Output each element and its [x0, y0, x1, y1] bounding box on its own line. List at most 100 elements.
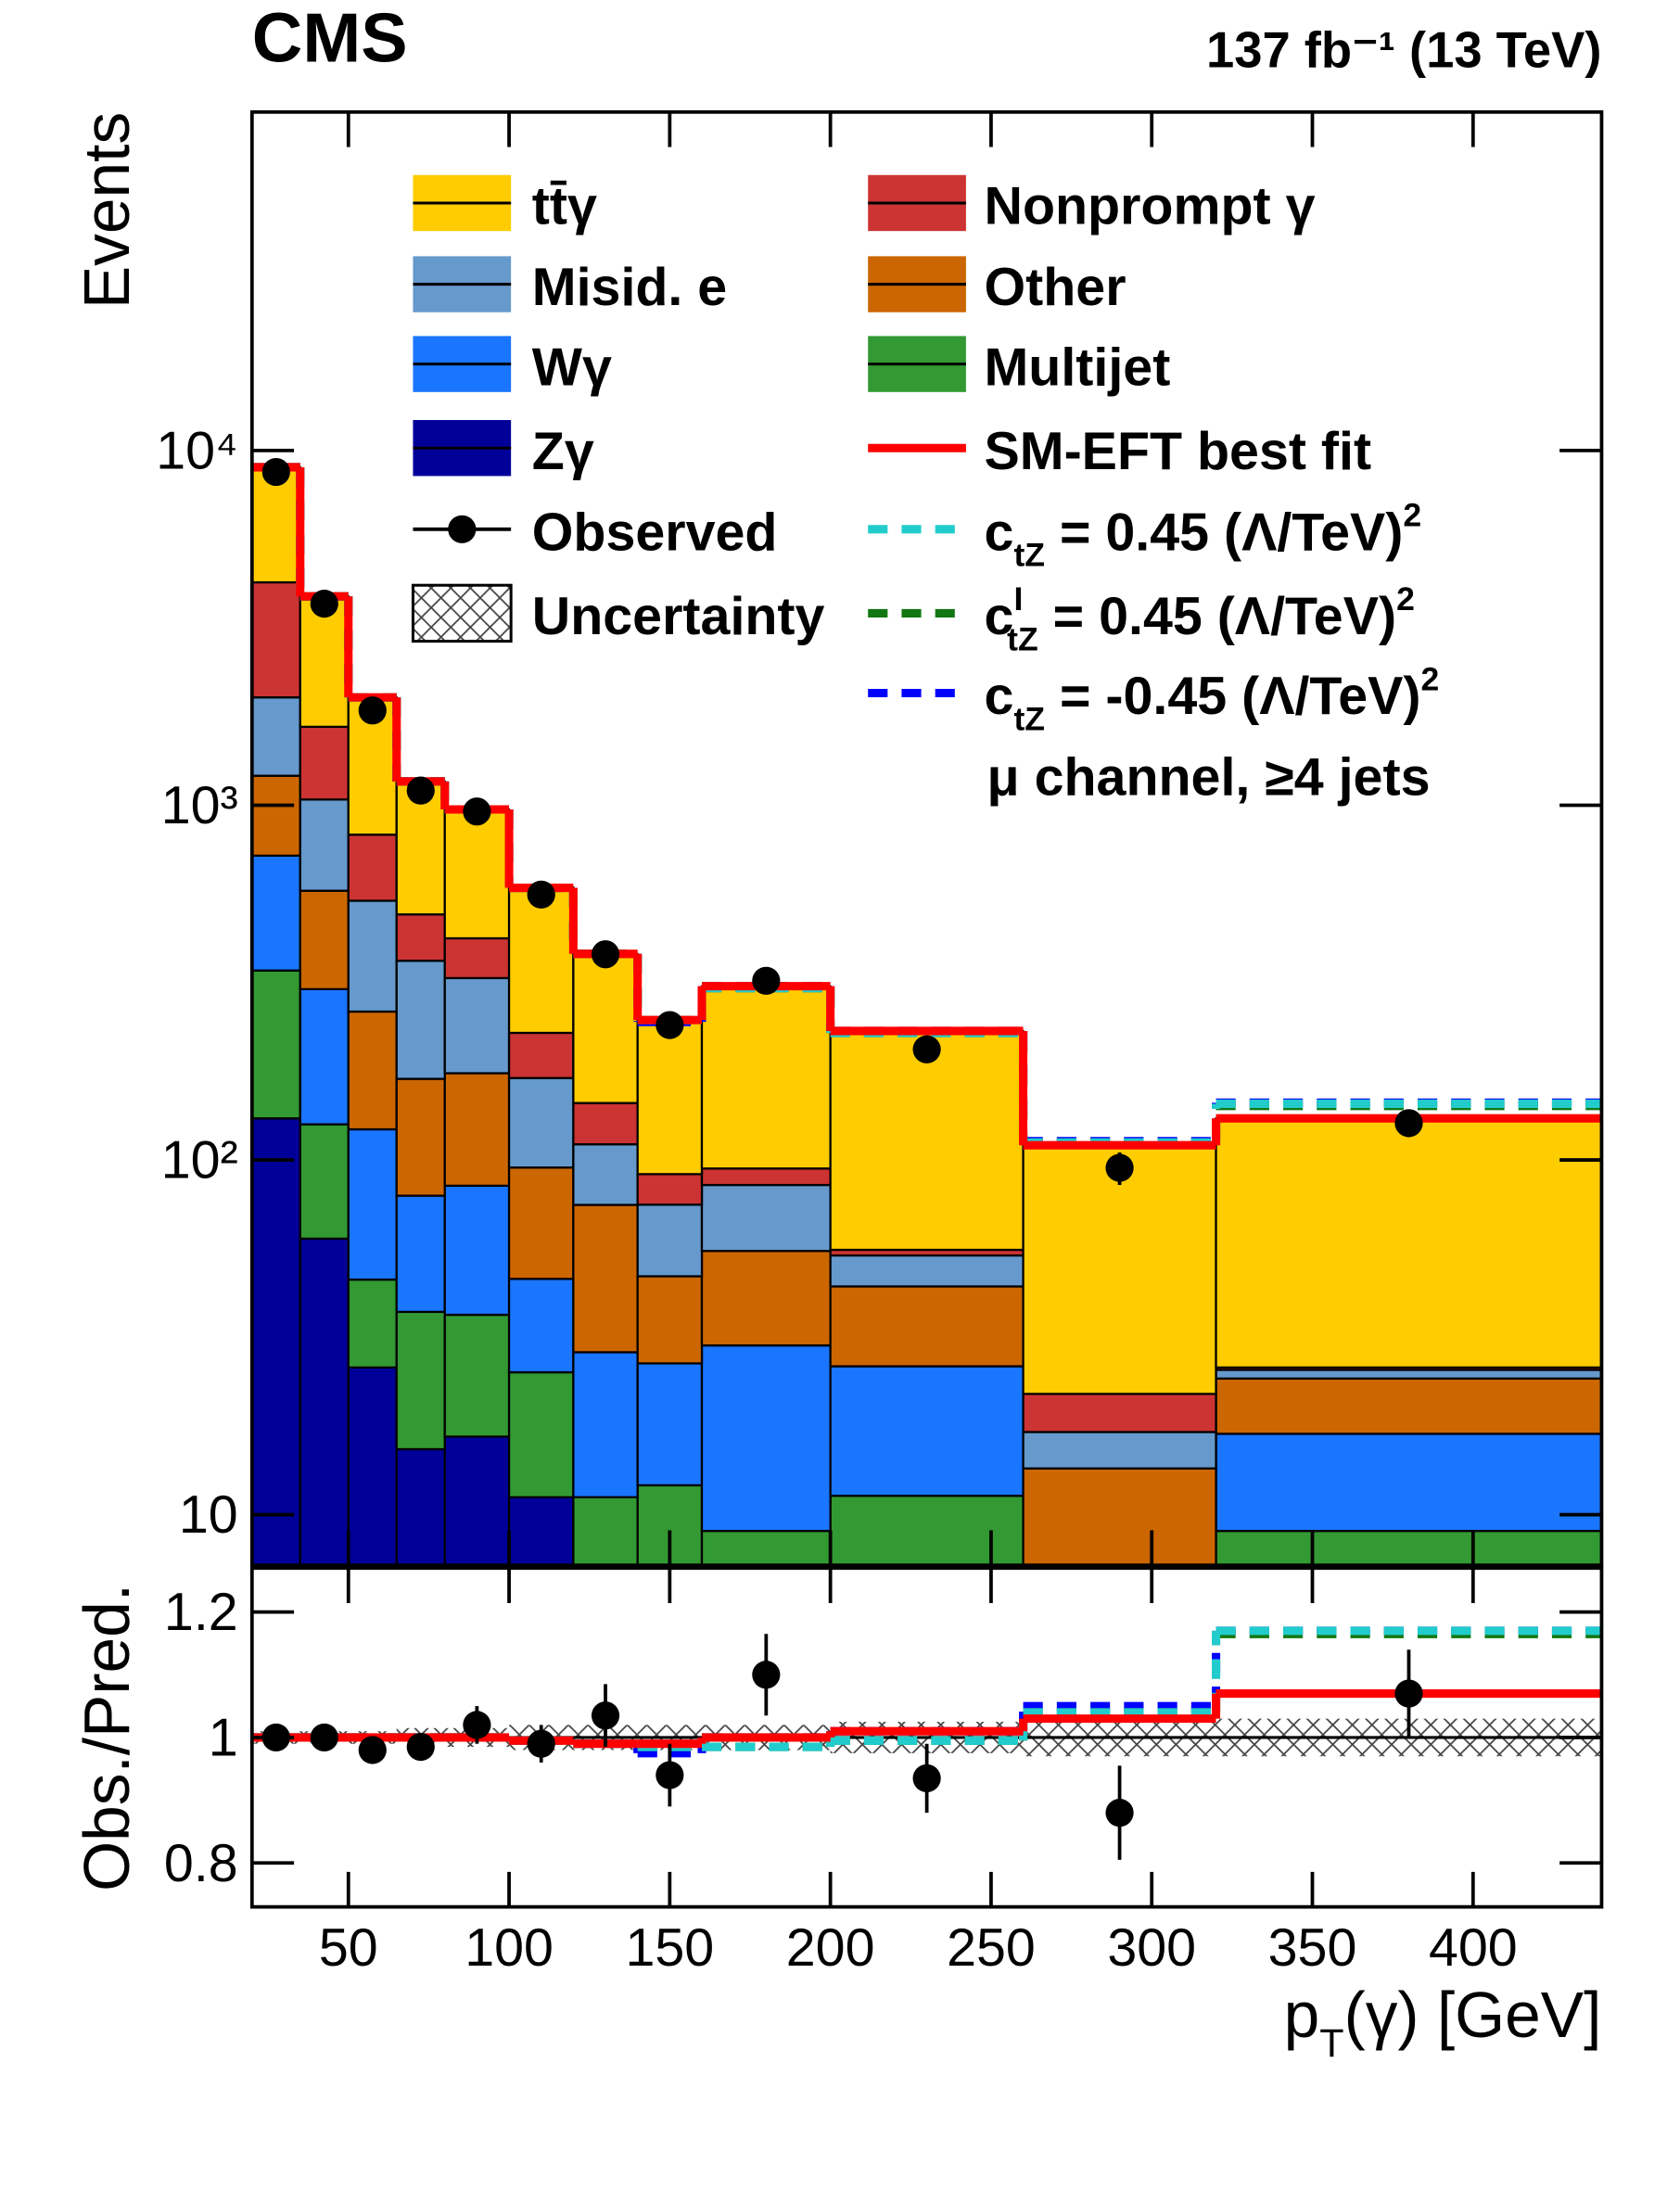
y-tick-label: 10⁴: [156, 422, 237, 481]
stack-segment: [395, 1077, 446, 1197]
legend-label: Other: [985, 258, 1126, 317]
y-tick-label: 10²: [161, 1131, 238, 1190]
stack-segment: [700, 1167, 832, 1187]
stack-segment: [829, 1365, 1025, 1497]
data-point: [527, 1729, 555, 1758]
text-part: 2: [1403, 497, 1421, 534]
legend-label: Wγ: [532, 337, 612, 397]
axes-frame: [249, 109, 1604, 1568]
axes: 10 10² 10³ 10⁴ 0.8 1 1.2 50 100 150 200 250 300 350 40…: [156, 109, 1604, 2066]
stack-segment: [507, 1166, 575, 1280]
x-tick-label: 200: [786, 1918, 875, 1978]
stack-segment: [251, 969, 301, 1120]
stack-segment: [700, 1250, 832, 1347]
stack-segment: [700, 1343, 832, 1533]
x-tick-label: 350: [1268, 1918, 1357, 1978]
data-point: [527, 880, 555, 909]
y-axis-label: Events: [70, 112, 143, 309]
stack-segment: [299, 725, 350, 801]
legend-label: SM-EFT best fit: [985, 422, 1372, 481]
legend-label: Misid. e: [532, 258, 727, 317]
data-point: [1394, 1679, 1423, 1708]
text-part: tZ: [1013, 700, 1045, 737]
x-tick-label: 100: [465, 1918, 554, 1978]
stack-segment: [347, 1366, 398, 1566]
data-point: [752, 966, 781, 995]
data-point: [463, 797, 491, 826]
stack-segment: [299, 1123, 350, 1241]
stack-segment: [251, 854, 301, 972]
stack-segment: [636, 1203, 704, 1278]
stack-segment: [299, 889, 350, 990]
stack-segment: [507, 1278, 575, 1374]
stack-segment: [347, 1278, 398, 1369]
stack-segment: [443, 936, 511, 980]
legend-label: ctZ = -0.45 (Λ/TeV)2: [985, 660, 1440, 737]
text-part: = 0.45 (Λ/TeV): [1045, 503, 1403, 562]
data-point: [912, 1763, 941, 1793]
text-part: 2: [1396, 580, 1415, 618]
stack-segment: [636, 1362, 704, 1487]
stack-segment: [1215, 1377, 1602, 1435]
stack-segment: [572, 1351, 639, 1498]
x-tick-label: 50: [319, 1918, 378, 1978]
ratio-y-axis-label: Obs./Pred.: [70, 1584, 143, 1891]
stack-segment: [395, 913, 446, 962]
stack-segment: [299, 1237, 350, 1566]
text-part: tZ: [1007, 620, 1038, 657]
stack-segment: [395, 1194, 446, 1314]
stack-segment: [299, 987, 350, 1126]
stack-segment: [251, 774, 301, 857]
stack-segment: [636, 1173, 704, 1206]
stack-segment: [572, 1143, 639, 1206]
data-point: [591, 940, 620, 969]
y-tick-label: 10: [179, 1485, 238, 1545]
stack-segment: [443, 1435, 511, 1566]
stack-segment: [299, 798, 350, 892]
x-tick-label: 250: [947, 1918, 1036, 1978]
stack-segment: [443, 1184, 511, 1317]
stack-segment: [1215, 1117, 1602, 1369]
stack-segment: [507, 886, 575, 1035]
text-part: p: [1284, 1979, 1320, 2051]
stack-segment: [347, 1127, 398, 1281]
stack-segment: [700, 1183, 832, 1253]
stack-segment: [395, 1310, 446, 1451]
stack-segment: [1022, 1393, 1217, 1433]
annotation: μ channel, ≥4 jets: [987, 748, 1431, 808]
data-point: [261, 457, 290, 487]
data-point: [1394, 1109, 1423, 1138]
data-point: [912, 1035, 941, 1063]
stack-segment: [251, 580, 301, 699]
stack-segment: [443, 1072, 511, 1187]
text-part: tZ: [1013, 537, 1045, 574]
text-part: T: [1319, 2021, 1343, 2066]
main-plot-area: [251, 457, 1602, 1566]
stack-segment: [251, 696, 301, 777]
data-point: [591, 1701, 620, 1730]
y-tick-label: 1.2: [164, 1583, 238, 1642]
stack-segment: [829, 1029, 1025, 1252]
stack-segment: [395, 1447, 446, 1566]
data-point: [310, 1723, 338, 1752]
chart-subtitle: 137 fb⁻¹ (13 TeV): [1206, 22, 1601, 79]
data-point: [752, 1661, 781, 1689]
stack-segment: [507, 1076, 575, 1169]
stack-segment: [1022, 1431, 1217, 1470]
stack-segment: [347, 1010, 398, 1131]
data-point: [358, 696, 387, 725]
chart-title: CMS: [252, 0, 408, 76]
stack-segment: [1215, 1369, 1602, 1380]
stack-segment: [395, 960, 446, 1080]
data-point: [463, 1711, 491, 1739]
legend-swatch: [448, 515, 477, 543]
stack-segment: [572, 1203, 639, 1354]
x-tick-label: 150: [625, 1918, 714, 1978]
stack-segment: [347, 834, 398, 902]
legend-label: Observed: [532, 503, 778, 562]
data-point: [406, 776, 435, 805]
data-point: [310, 589, 338, 618]
text-part: = -0.45 (Λ/TeV): [1045, 667, 1421, 726]
data-point: [1105, 1153, 1134, 1182]
